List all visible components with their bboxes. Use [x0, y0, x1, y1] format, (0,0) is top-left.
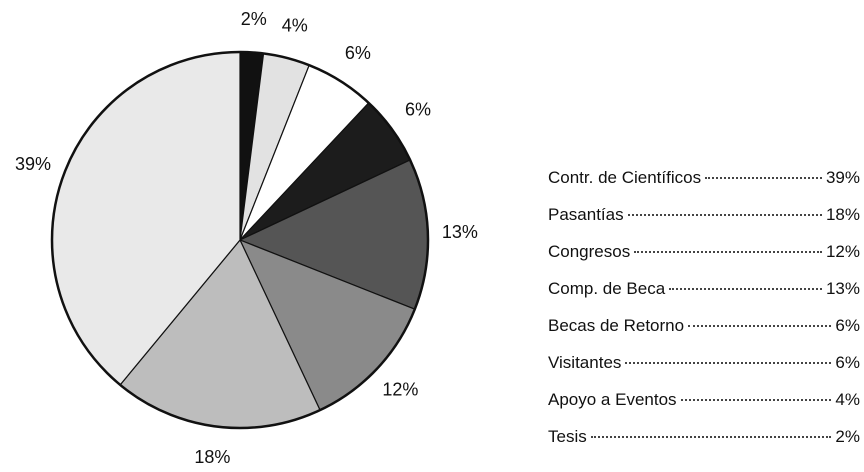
slice-label: 2%	[241, 9, 267, 29]
legend-value: 6%	[835, 316, 860, 335]
legend-entry: Contr. de Científicos 39%	[548, 168, 860, 205]
slice-label: 39%	[15, 154, 51, 174]
legend-value: 39%	[825, 168, 860, 187]
legend-label: Congresos	[548, 242, 631, 261]
legend-entry: Becas de Retorno 6%	[548, 316, 860, 353]
legend-entry: Visitantes 6%	[548, 353, 860, 390]
leader	[688, 325, 832, 327]
slice-label: 12%	[382, 379, 418, 399]
leader	[705, 177, 822, 179]
legend-entry: Tesis 2%	[548, 427, 860, 464]
legend-label: Visitantes	[548, 353, 622, 372]
slice-label: 6%	[405, 99, 431, 119]
legend-value: 13%	[825, 279, 860, 298]
legend-label: Comp. de Beca	[548, 279, 666, 298]
pie-outline	[50, 50, 430, 430]
leader	[627, 214, 822, 216]
legend-value: 2%	[835, 427, 860, 446]
legend-entry: Congresos 12%	[548, 242, 860, 279]
leader	[680, 399, 832, 401]
leader	[669, 288, 822, 290]
slice-label: 13%	[442, 222, 478, 242]
legend-value: 4%	[835, 390, 860, 409]
legend-entry: Comp. de Beca 13%	[548, 279, 860, 316]
slice-label: 18%	[194, 447, 230, 467]
leader	[590, 436, 832, 438]
legend-value: 18%	[825, 205, 860, 224]
legend: Contr. de Científicos 39% Pasantías 18% Cong…	[548, 168, 860, 464]
legend-entry: Apoyo a Eventos 4%	[548, 390, 860, 427]
legend-entry: Pasantías 18%	[548, 205, 860, 242]
legend-label: Becas de Retorno	[548, 316, 685, 335]
slice-label: 4%	[282, 16, 308, 36]
legend-label: Contr. de Científicos	[548, 168, 702, 187]
legend-label: Pasantías	[548, 205, 624, 224]
legend-label: Tesis	[548, 427, 587, 446]
legend-value: 12%	[825, 242, 860, 261]
leader	[625, 362, 832, 364]
slice-label: 6%	[345, 43, 371, 63]
legend-label: Apoyo a Eventos	[548, 390, 677, 409]
legend-value: 6%	[835, 353, 860, 372]
leader	[634, 251, 822, 253]
